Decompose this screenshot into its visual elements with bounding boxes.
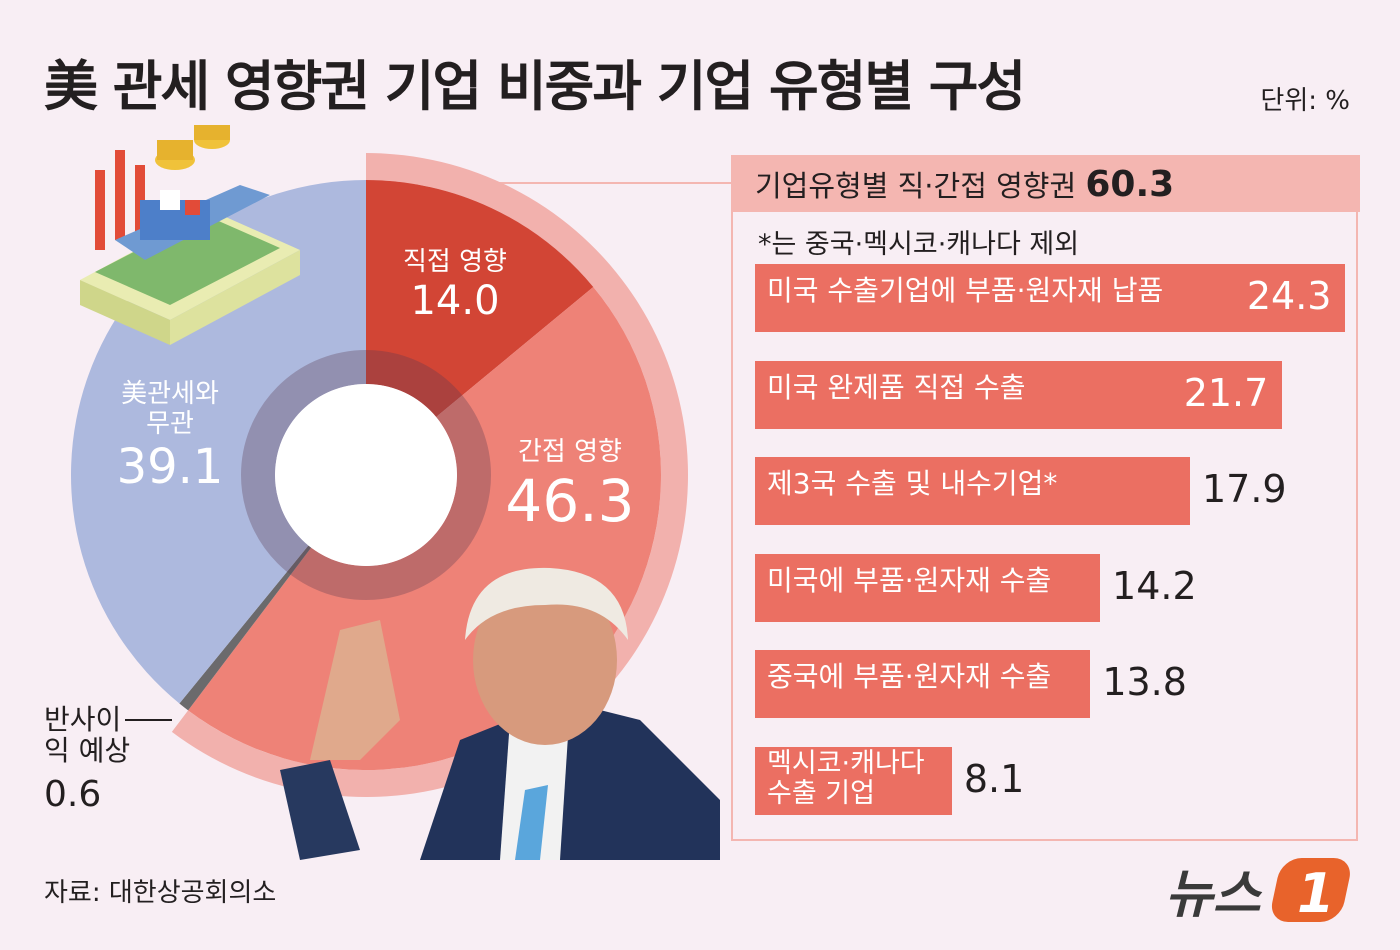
bar-label: 미국 완제품 직접 수출 [767, 370, 1026, 404]
bar: 미국 완제품 직접 수출 21.7 [755, 360, 1283, 429]
bar-label: 제3국 수출 및 내수기업* [767, 467, 1058, 501]
slice-value: 0.6 [44, 773, 102, 815]
svg-text:1: 1 [1297, 862, 1335, 925]
connector-line [366, 182, 732, 184]
slice-value: 46.3 [505, 466, 635, 535]
bar: 미국 수출기업에 부품·원자재 납품 24.3 [755, 264, 1346, 332]
inner-ring [241, 350, 491, 600]
slice-label: 간접 영향 [518, 437, 622, 467]
bar-label: 미국 수출기업에 부품·원자재 납품 [767, 274, 1164, 307]
donut-chart [70, 125, 720, 860]
bar: 미국에 부품·원자재 수출 14.2 [755, 553, 1197, 622]
slice-label-indirect: 간접 영향 46.3 [495, 437, 645, 535]
slice-value: 14.0 [410, 277, 500, 324]
slice-label: 직접 영향 [403, 247, 507, 277]
bar-value: 8.1 [963, 757, 1025, 801]
bar-title-value: 60.3 [1085, 164, 1175, 205]
donut-slice [366, 180, 594, 417]
slice-label-direct: 직접 영향 14.0 [380, 247, 530, 324]
slice-label: 반사이익 예상 [44, 703, 131, 767]
bar-value: 21.7 [1183, 370, 1269, 415]
bar-panel [731, 155, 1358, 841]
bar: 중국에 부품·원자재 수출 13.8 [755, 650, 1187, 719]
donut-slice [179, 545, 312, 711]
slice-value: 39.1 [116, 438, 224, 495]
slice-label: 美관세와 무관 [121, 379, 219, 439]
donut-hole [275, 384, 457, 566]
bar-value: 17.9 [1201, 467, 1287, 512]
bar-label: 미국에 부품·원자재 수출 [767, 563, 1052, 597]
bar: 제3국 수출 및 내수기업* 17.9 [755, 457, 1287, 526]
bar-note: *는 중국·멕시코·캐나다 제외 [758, 229, 1080, 260]
news1-logo: 뉴스 1 [1165, 858, 1350, 925]
trade-illustration-icon [80, 125, 300, 345]
svg-text:뉴스: 뉴스 [1165, 865, 1263, 925]
person-photo [280, 567, 720, 860]
bar: 멕시코·캐나다 수출 기업 8.1 [755, 747, 1024, 815]
bar-label: 멕시코·캐나다 수출 기업 [767, 748, 925, 809]
bar-panel-title: 기업유형별 직·간접 영향권 60.3 [731, 155, 1360, 212]
bar-value: 13.8 [1102, 660, 1187, 705]
page-title: 美 관세 영향권 기업 비중과 기업 유형별 구성 [44, 55, 1026, 118]
bar-title: 기업유형별 직·간접 영향권 [755, 169, 1077, 203]
unit-label: 단위: % [1260, 86, 1350, 116]
slice-label-unrelated: 美관세와 무관 39.1 [95, 379, 245, 495]
bar-value: 14.2 [1112, 563, 1197, 608]
bar-label: 중국에 부품·원자재 수출 [767, 660, 1052, 694]
slice-label-windfall: 반사이익 예상 0.6 [44, 703, 144, 815]
source-label: 자료: 대한상공회의소 [44, 878, 277, 908]
bar-value: 24.3 [1246, 274, 1332, 318]
